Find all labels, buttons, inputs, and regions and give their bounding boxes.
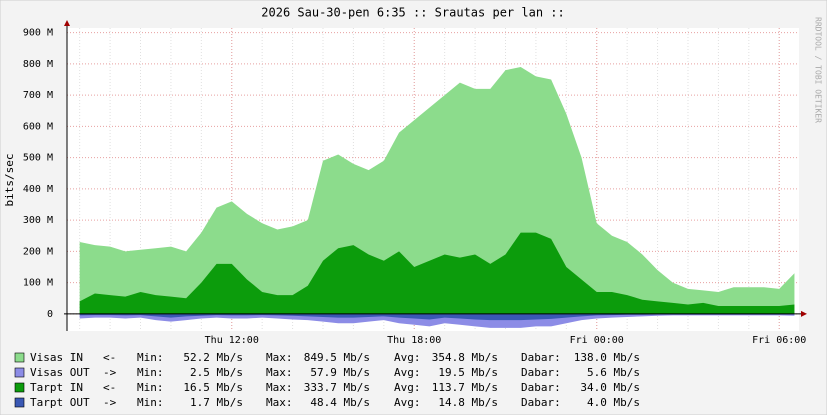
x-tick-label: Thu 12:00: [205, 335, 259, 346]
y-tick-label: 600 M: [23, 121, 53, 132]
stat-label: Dabar:: [521, 396, 561, 409]
stat-value: 48.4 Mb/s: [310, 396, 370, 409]
legend-direction: ->: [103, 396, 117, 409]
y-tick-label: 300 M: [23, 215, 53, 226]
stat-label: Avg:: [394, 351, 421, 364]
stat-value: 2.5 Mb/s: [190, 366, 243, 379]
stat-label: Max:: [266, 396, 293, 409]
y-tick-label: 0: [47, 309, 53, 320]
legend-swatch: [14, 382, 25, 393]
area: [79, 313, 795, 321]
stat-label: Dabar:: [521, 351, 561, 364]
stat-value: 1.7 Mb/s: [190, 396, 243, 409]
y-tick-label: 800 M: [23, 59, 53, 70]
y-tick-label: 700 M: [23, 90, 53, 101]
legend-direction: ->: [103, 366, 117, 379]
x-tick-label: Thu 18:00: [387, 335, 441, 346]
stat-label: Min:: [137, 351, 164, 364]
stat-value: 138.0 Mb/s: [574, 351, 640, 364]
axis-arrow: [64, 20, 70, 26]
legend-direction: <-: [103, 351, 116, 364]
y-tick-label: 900 M: [23, 28, 53, 39]
legend-label: Visas OUT: [30, 366, 90, 379]
legend-swatch: [14, 367, 25, 378]
stat-value: 57.9 Mb/s: [310, 366, 370, 379]
y-tick-label: 400 M: [23, 184, 53, 195]
legend-swatch: [14, 352, 25, 363]
stat-label: Dabar:: [521, 366, 561, 379]
legend-label: Visas IN: [30, 351, 83, 364]
stat-value: 354.8 Mb/s: [432, 351, 498, 364]
legend-label: Tarpt OUT: [30, 396, 90, 409]
stat-label: Avg:: [394, 396, 421, 409]
stat-value: 52.2 Mb/s: [183, 351, 243, 364]
area: [79, 67, 795, 314]
y-tick-label: 100 M: [23, 278, 53, 289]
x-tick-label: Fri 00:00: [570, 335, 624, 346]
stat-label: Dabar:: [521, 381, 561, 394]
stat-label: Min:: [137, 381, 164, 394]
y-tick-label: 200 M: [23, 246, 53, 257]
stat-label: Max:: [266, 366, 293, 379]
legend-label: Tarpt IN: [30, 381, 83, 394]
area: [79, 232, 795, 314]
axis-arrow: [801, 310, 807, 317]
stat-value: 4.0 Mb/s: [587, 396, 640, 409]
stat-label: Avg:: [394, 366, 421, 379]
stat-label: Avg:: [394, 381, 421, 394]
stat-label: Min:: [137, 396, 164, 409]
stat-label: Max:: [266, 381, 293, 394]
stat-value: 14.8 Mb/s: [438, 396, 498, 409]
stat-value: 113.7 Mb/s: [432, 381, 498, 394]
stat-value: 5.6 Mb/s: [587, 366, 640, 379]
chart-title: 2026 Sau-30-pen 6:35 :: Srautas per lan …: [261, 6, 564, 20]
y-tick-label: 500 M: [23, 153, 53, 164]
stat-value: 34.0 Mb/s: [580, 381, 640, 394]
stat-label: Min:: [137, 366, 164, 379]
legend-direction: <-: [103, 381, 116, 394]
stat-value: 19.5 Mb/s: [438, 366, 498, 379]
x-tick-label: Fri 06:00: [752, 335, 806, 346]
stat-value: 333.7 Mb/s: [304, 381, 370, 394]
legend-swatch: [14, 397, 25, 408]
stat-value: 849.5 Mb/s: [304, 351, 370, 364]
stat-value: 16.5 Mb/s: [183, 381, 243, 394]
area: [79, 313, 795, 328]
watermark: RRDTOOL / TOBI OETIKER: [814, 17, 823, 123]
y-axis-label: bits/sec: [3, 154, 16, 207]
stat-label: Max:: [266, 351, 293, 364]
